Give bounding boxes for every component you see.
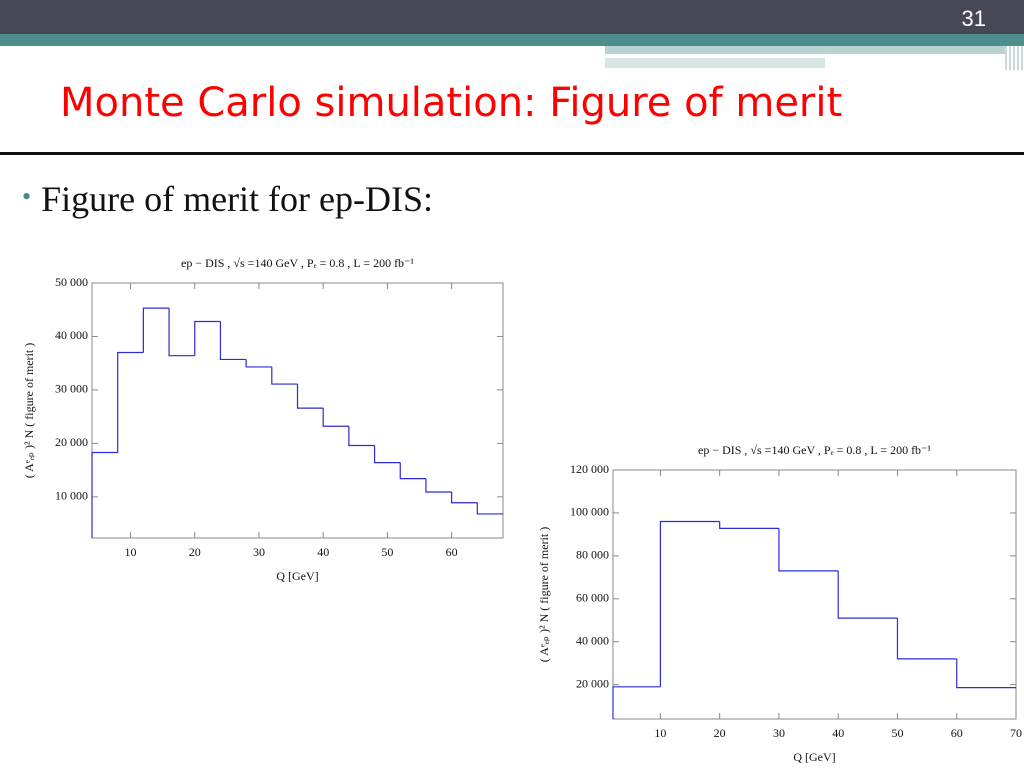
y-tick-label: 40 000 — [55, 328, 88, 342]
histogram-step — [219, 321, 247, 361]
y-tick-label: 40 000 — [576, 633, 609, 647]
slide-title: Monte Carlo simulation: Figure of merit — [60, 80, 843, 126]
x-tick-label: 30 — [773, 726, 785, 740]
histogram-step — [142, 307, 170, 353]
x-tick-label: 10 — [654, 726, 666, 740]
x-tick-label: 20 — [189, 545, 201, 559]
histogram-step — [659, 520, 720, 687]
histogram-step — [245, 359, 272, 368]
y-axis-label: ( Aᵉₑₚ )² N ( figure of merit ) — [537, 527, 551, 663]
histogram-step — [956, 658, 1016, 689]
y-axis-label: ( Aᵉₑₚ )² N ( figure of merit ) — [22, 343, 36, 479]
y-tick-label: 80 000 — [576, 548, 609, 562]
histogram-step — [194, 320, 221, 356]
histogram-step — [896, 618, 957, 660]
x-tick-label: 60 — [446, 545, 458, 559]
histogram-step — [399, 462, 426, 480]
histogram-step — [837, 570, 898, 619]
x-tick-label: 10 — [125, 545, 137, 559]
histogram-step — [451, 492, 478, 504]
x-tick-label: 20 — [714, 726, 726, 740]
histogram-step — [91, 451, 118, 538]
histogram-step — [719, 521, 779, 529]
y-tick-label: 10 000 — [55, 489, 88, 503]
x-tick-label: 70 — [1010, 726, 1022, 740]
plot-frame — [612, 469, 1017, 720]
histogram-step — [168, 308, 195, 357]
histogram-step — [322, 408, 349, 427]
y-tick-label: 120 000 — [570, 462, 609, 476]
histogram-step — [296, 384, 324, 409]
plot-frame — [91, 282, 504, 539]
histogram-step — [476, 502, 503, 515]
histogram-step — [373, 445, 401, 464]
y-tick-label: 100 000 — [570, 505, 609, 519]
x-tick-label: 60 — [951, 726, 963, 740]
x-tick-label: 50 — [891, 726, 903, 740]
header-stripe — [0, 34, 1024, 46]
histogram-step — [117, 351, 144, 453]
x-tick-label: 40 — [832, 726, 844, 740]
y-tick-label: 30 000 — [55, 382, 88, 396]
header-band — [0, 0, 1024, 34]
bullet: • Figure of merit for ep-DIS: — [22, 178, 433, 220]
header-stripe — [1005, 46, 1024, 70]
bullet-dot: • — [22, 182, 32, 211]
header-stripe — [605, 58, 825, 68]
chart-title: ep − DIS , √s =140 GeV , Pₑ = 0.8 , L = … — [181, 256, 414, 270]
y-tick-label: 20 000 — [55, 435, 88, 449]
chart-title: ep − DIS , √s =140 GeV , Pₑ = 0.8 , L = … — [698, 443, 931, 457]
x-axis-label: Q [GeV] — [276, 569, 318, 583]
header-stripe — [605, 46, 1005, 54]
page-number: 31 — [961, 6, 986, 31]
histogram-step — [612, 686, 661, 719]
y-tick-label: 60 000 — [576, 591, 609, 605]
histogram-step — [271, 366, 298, 385]
bullet-text: Figure of merit for ep-DIS: — [41, 179, 434, 219]
x-tick-label: 30 — [253, 545, 265, 559]
y-tick-label: 50 000 — [55, 275, 88, 289]
histogram-step — [778, 528, 839, 572]
title-rule — [0, 152, 1024, 155]
x-axis-label: Q [GeV] — [793, 750, 835, 764]
histogram-step — [348, 426, 375, 447]
histogram-step — [425, 478, 452, 493]
y-tick-label: 20 000 — [576, 676, 609, 690]
x-tick-label: 50 — [381, 545, 393, 559]
x-tick-label: 40 — [317, 545, 329, 559]
